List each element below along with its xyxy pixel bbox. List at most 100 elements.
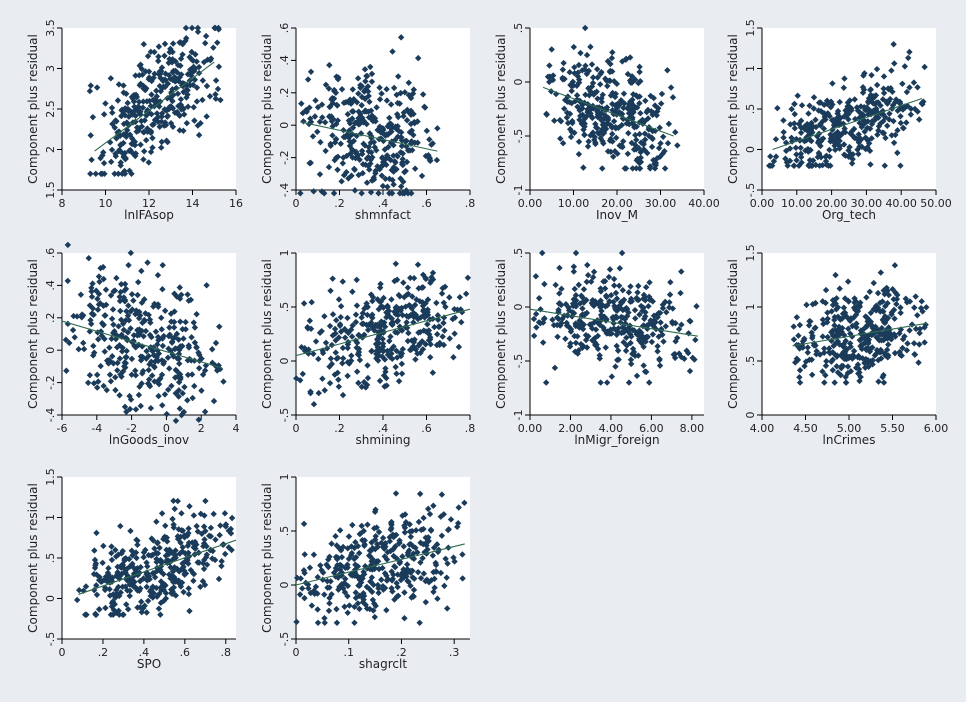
data-point: [102, 100, 109, 107]
data-point: [584, 261, 591, 269]
data-point: [885, 291, 893, 299]
data-point: [175, 526, 182, 533]
data-point: [380, 372, 388, 379]
data-point: [845, 105, 853, 113]
data-point: [116, 392, 123, 399]
data-point: [808, 119, 815, 127]
data-point: [426, 510, 434, 518]
scatter-points: [86, 24, 224, 177]
scatter-points: [766, 41, 928, 169]
data-point: [823, 358, 830, 365]
data-point: [863, 104, 871, 111]
data-point: [116, 132, 124, 139]
data-point: [218, 558, 225, 565]
data-point: [120, 131, 127, 138]
data-point: [656, 362, 664, 369]
data-point: [884, 122, 891, 129]
data-point: [370, 581, 377, 589]
data-point: [326, 61, 333, 69]
data-point: [918, 298, 925, 305]
data-point: [127, 325, 134, 332]
data-point: [137, 402, 144, 410]
data-point: [94, 295, 101, 303]
data-point: [597, 135, 604, 142]
data-point: [780, 117, 787, 124]
data-point: [143, 609, 150, 616]
x-tick-label: 10.00: [558, 197, 590, 210]
data-point: [410, 131, 417, 139]
data-point: [821, 379, 828, 386]
data-point: [537, 319, 544, 327]
data-point: [91, 564, 99, 572]
data-point: [410, 593, 417, 600]
data-point: [155, 357, 162, 365]
data-point: [302, 106, 310, 114]
data-point: [801, 335, 808, 342]
data-point: [566, 110, 574, 118]
data-point: [459, 575, 466, 582]
data-point: [791, 110, 798, 118]
data-point: [142, 137, 150, 144]
data-point: [335, 383, 343, 390]
data-point: [686, 317, 693, 325]
data-point: [358, 383, 365, 390]
data-point: [109, 353, 116, 360]
data-point: [209, 555, 216, 562]
data-point: [212, 95, 220, 102]
data-point: [189, 539, 196, 546]
data-point: [627, 103, 635, 110]
data-point: [123, 408, 130, 416]
data-point: [867, 309, 875, 317]
data-point: [170, 584, 178, 591]
data-point: [864, 322, 871, 329]
data-point: [358, 320, 366, 328]
data-point: [669, 305, 676, 312]
data-point: [414, 261, 422, 268]
data-point: [207, 524, 215, 532]
data-point: [441, 283, 449, 291]
data-point: [614, 150, 621, 157]
data-point: [201, 408, 209, 415]
data-point: [620, 104, 627, 112]
data-point: [587, 132, 594, 139]
data-point: [80, 339, 87, 347]
data-point: [609, 106, 616, 114]
data-point: [358, 190, 365, 197]
data-point: [689, 354, 696, 362]
data-point: [362, 78, 369, 85]
data-point: [388, 296, 395, 303]
data-point: [581, 120, 588, 127]
data-point: [190, 577, 197, 585]
data-point: [600, 278, 607, 285]
data-point: [807, 125, 814, 132]
data-point: [130, 332, 138, 339]
data-point: [401, 614, 408, 622]
data-point: [126, 167, 133, 174]
x-tick-label: .6: [180, 646, 191, 659]
data-point: [355, 108, 362, 115]
data-point: [191, 117, 198, 124]
x-axis-title: lnMigr_foreign: [574, 433, 659, 447]
data-point: [641, 136, 649, 143]
data-point: [155, 303, 162, 310]
data-point: [314, 104, 322, 111]
data-point: [321, 119, 329, 126]
data-point: [860, 86, 868, 93]
data-point: [897, 113, 904, 120]
data-point: [833, 363, 840, 370]
data-point: [167, 120, 175, 127]
data-point: [119, 547, 126, 555]
data-point: [433, 299, 440, 307]
data-point: [640, 343, 647, 351]
panel-lnMigr_foreign: 0.00 2.00 4.00 6.00 8.00-1-.50.5lnMigr_forei…: [494, 248, 704, 447]
panel-lnCrimes: 4.00 4.50 5.00 5.50 6.000.511.5lnCrimesCompo…: [726, 244, 948, 447]
data-point: [585, 333, 592, 340]
data-point: [320, 190, 328, 197]
data-point: [864, 357, 872, 364]
data-point: [346, 120, 354, 127]
data-point: [185, 560, 192, 567]
data-point: [585, 138, 592, 145]
data-point: [138, 117, 145, 125]
data-point: [410, 110, 417, 118]
data-point: [210, 510, 217, 518]
